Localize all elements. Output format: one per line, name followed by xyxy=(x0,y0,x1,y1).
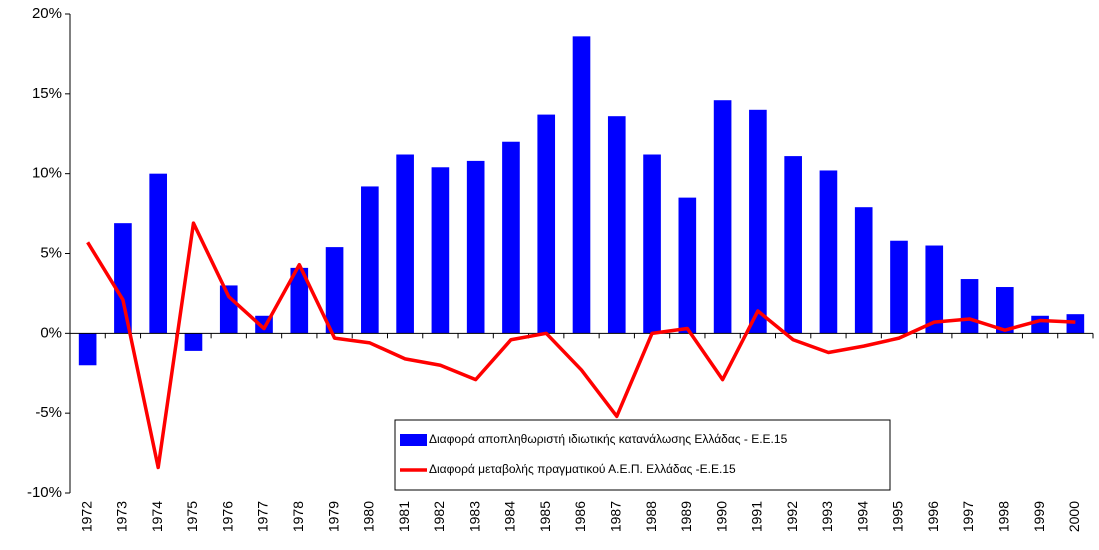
x-tick-label: 1975 xyxy=(184,501,200,532)
bar xyxy=(1031,315,1049,334)
bar xyxy=(396,154,414,334)
x-tick-label: 1991 xyxy=(749,501,765,532)
line xyxy=(86,221,1076,470)
bar xyxy=(149,173,168,334)
y-tick-label: 5% xyxy=(40,244,62,261)
y-tick-label: 20% xyxy=(32,5,62,22)
y-tick-label: 10% xyxy=(32,165,62,182)
x-tick-label: 1995 xyxy=(890,501,906,532)
legend-label: Διαφορά μεταβολής πραγματικού Α.Ε.Π. Ελλ… xyxy=(429,462,736,476)
x-tick-label: 1989 xyxy=(678,501,694,532)
legend-box xyxy=(394,419,891,491)
bar xyxy=(184,333,203,351)
x-tick-label: 1999 xyxy=(1031,501,1047,532)
x-tick-label: 1997 xyxy=(960,501,976,532)
bar xyxy=(325,247,344,334)
y-tick-label: -10% xyxy=(27,484,62,501)
bar xyxy=(890,240,908,334)
x-tick-label: 1986 xyxy=(572,501,588,532)
x-tick-label: 1979 xyxy=(325,501,341,532)
x-tick-label: 1998 xyxy=(996,501,1012,532)
y-tick-label: 15% xyxy=(32,85,62,102)
legend-label: Διαφορά αποπληθωριστή ιδιωτικής κατανάλω… xyxy=(429,432,788,446)
bar xyxy=(960,279,979,334)
x-tick-label: 2000 xyxy=(1066,501,1082,532)
bar xyxy=(1066,314,1085,334)
bar xyxy=(678,197,697,334)
bar xyxy=(819,170,838,334)
bar xyxy=(572,36,591,334)
bar xyxy=(925,245,944,334)
x-tick-label: 1988 xyxy=(643,501,659,532)
x-tick-label: 1981 xyxy=(396,501,412,532)
x-tick-label: 1977 xyxy=(255,501,271,532)
bar xyxy=(607,116,626,334)
x-tick-label: 1978 xyxy=(290,501,306,532)
x-tick-label: 1992 xyxy=(784,501,800,532)
y-tick-label: 0% xyxy=(40,324,62,341)
bar xyxy=(713,100,732,334)
bar xyxy=(749,109,767,334)
x-tick-label: 1994 xyxy=(854,501,870,532)
bar xyxy=(114,223,132,334)
bar xyxy=(219,285,238,334)
bar xyxy=(290,267,309,334)
bar xyxy=(361,186,379,334)
y-tick-label: -5% xyxy=(35,404,62,421)
x-tick-label: 1976 xyxy=(219,501,235,532)
x-tick-label: 1983 xyxy=(466,501,482,532)
bar xyxy=(537,114,556,334)
x-tick-label: 1984 xyxy=(502,501,518,532)
x-tick-label: 1972 xyxy=(78,501,94,532)
x-tick-label: 1990 xyxy=(713,501,729,532)
legend-swatch xyxy=(400,434,427,446)
bar xyxy=(502,141,520,334)
bar xyxy=(995,287,1014,334)
bar xyxy=(854,207,873,334)
bar xyxy=(431,167,450,334)
x-tick-label: 1993 xyxy=(819,501,835,532)
bar xyxy=(78,333,97,366)
x-tick-label: 1980 xyxy=(361,501,377,532)
x-tick-label: 1985 xyxy=(537,501,553,532)
x-tick-label: 1973 xyxy=(114,501,130,532)
bar xyxy=(784,156,802,334)
bar xyxy=(643,154,661,334)
x-tick-label: 1974 xyxy=(149,501,165,532)
x-tick-label: 1982 xyxy=(431,501,447,532)
x-tick-label: 1996 xyxy=(925,501,941,532)
x-tick-label: 1987 xyxy=(607,501,623,532)
bar xyxy=(466,160,485,334)
